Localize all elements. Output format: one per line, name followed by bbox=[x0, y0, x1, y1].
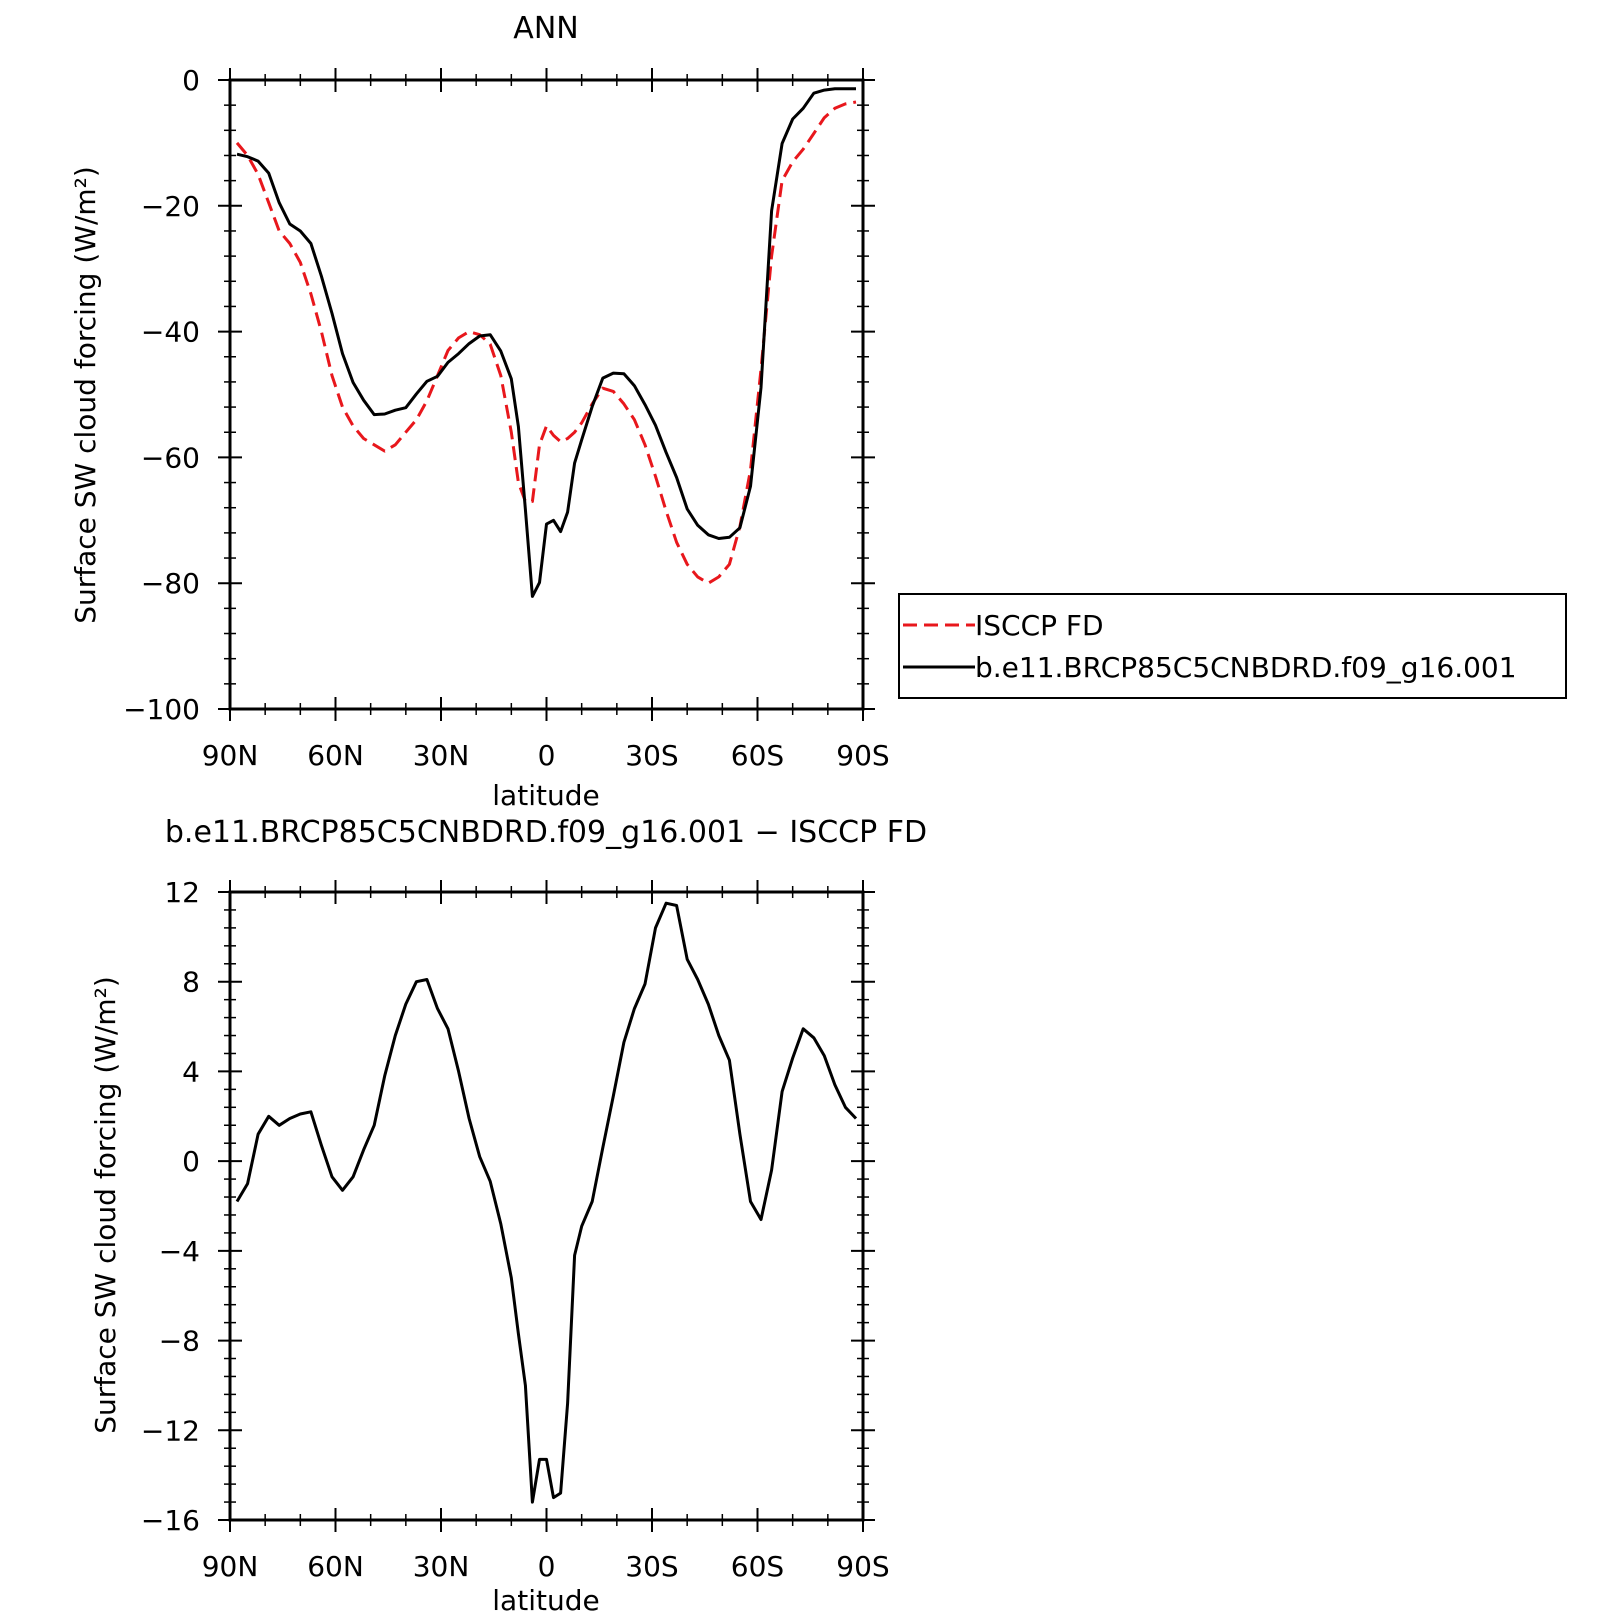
y-tick-label: 12 bbox=[164, 876, 200, 909]
y-tick-label: 0 bbox=[182, 1145, 200, 1178]
x-axis-label: latitude bbox=[492, 779, 599, 812]
y-tick-label: 8 bbox=[182, 966, 200, 999]
series-lines bbox=[235, 87, 857, 598]
x-tick-label: 60S bbox=[731, 739, 784, 772]
chart-panel-bottom: b.e11.BRCP85C5CNBDRD.f09_g16.001 − ISCCP… bbox=[89, 815, 927, 1613]
x-tick-label: 60S bbox=[731, 1550, 784, 1583]
plot-frame bbox=[228, 890, 865, 1522]
chart-title: b.e11.BRCP85C5CNBDRD.f09_g16.001 − ISCCP… bbox=[165, 815, 927, 850]
y-axis-label: Surface SW cloud forcing (W/m²) bbox=[89, 976, 122, 1434]
y-tick-label: 0 bbox=[182, 64, 200, 97]
y-tick-labels: 12 8 4 0 −4 −8 −12 −16 bbox=[141, 876, 200, 1537]
series-line-1 bbox=[236, 87, 856, 598]
legend: ISCCP FD b.e11.BRCP85C5CNBDRD.f09_g16.00… bbox=[898, 593, 1567, 699]
legend-label-isccp: ISCCP FD bbox=[975, 609, 1104, 642]
y-tick-label: −60 bbox=[141, 441, 200, 474]
y-tick-label: −40 bbox=[141, 316, 200, 349]
y-tick-label: −12 bbox=[141, 1414, 200, 1447]
x-tick-label: 90N bbox=[202, 739, 259, 772]
y-axis-label: Surface SW cloud forcing (W/m²) bbox=[69, 166, 102, 624]
x-tick-labels: 90N 60N 30N 0 30S 60S 90S bbox=[202, 739, 890, 772]
axis-ticks bbox=[218, 880, 875, 1532]
x-tick-label: 60N bbox=[307, 1550, 364, 1583]
x-tick-label: 90S bbox=[836, 739, 889, 772]
x-tick-label: 90N bbox=[202, 1550, 259, 1583]
x-tick-label: 90S bbox=[836, 1550, 889, 1583]
chart-panel-top: ANN 0−20−40−60−80−100 90N 60N 30N 0 30S 60S 90… bbox=[69, 11, 1567, 812]
x-tick-labels: 90N 60N 30N 0 30S 60S 90S bbox=[202, 1550, 890, 1583]
y-tick-label: −16 bbox=[141, 1504, 200, 1537]
legend-box bbox=[898, 593, 1567, 699]
x-tick-label: 30S bbox=[625, 1550, 678, 1583]
x-tick-label: 30S bbox=[625, 739, 678, 772]
axis-ticks bbox=[218, 68, 875, 721]
plot-frame bbox=[228, 78, 865, 711]
legend-label-model: b.e11.BRCP85C5CNBDRD.f09_g16.001 bbox=[975, 651, 1517, 684]
y-tick-label: 4 bbox=[182, 1055, 200, 1088]
chart-title: ANN bbox=[513, 11, 578, 46]
y-tick-labels: 0 −20 −40 −60 −80 −100 bbox=[123, 64, 200, 726]
y-tick-label: −8 bbox=[159, 1325, 200, 1358]
x-tick-label: 30N bbox=[413, 739, 470, 772]
x-tick-label: 0 bbox=[538, 739, 556, 772]
x-tick-label: 60N bbox=[307, 739, 364, 772]
y-tick-label: −20 bbox=[141, 190, 200, 223]
series-lines bbox=[235, 901, 858, 1504]
series-line-0 bbox=[235, 901, 858, 1504]
y-tick-label: −80 bbox=[141, 567, 200, 600]
series-line-0 bbox=[235, 100, 857, 585]
y-tick-label: −4 bbox=[159, 1235, 200, 1268]
x-tick-label: 0 bbox=[538, 1550, 556, 1583]
x-axis-label: latitude bbox=[492, 1584, 599, 1613]
y-tick-label: −100 bbox=[123, 693, 200, 726]
x-tick-label: 30N bbox=[413, 1550, 470, 1583]
